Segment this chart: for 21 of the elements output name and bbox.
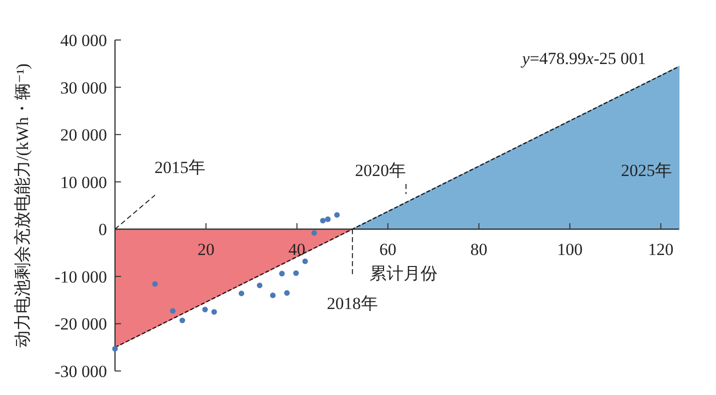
y-tick-label: 40 000 [60,31,107,50]
x-tick-label: 120 [648,240,674,260]
x-tick-label: 40 [288,240,306,260]
y-tick-label: 30 000 [60,78,107,98]
y-tick-label: -30 000 [54,362,107,381]
y-axis-title: 动力电池剩余充放电能力/(kWh・辆⁻¹) [13,63,32,348]
x-tick-label: 100 [557,240,583,260]
annotation: 2020年 [355,161,406,180]
annotation: 2015年 [154,158,206,178]
y-tick-label: 0 [98,220,107,240]
y-tick-label: -10 000 [54,267,107,286]
annotation: 2025年 [621,161,672,180]
y-tick-label: 20 000 [60,126,107,145]
x-axis-title: 累计月份 [370,264,438,284]
x-tick-label: 20 [197,240,214,260]
x-tick-label: 60 [379,240,396,260]
annotation: y=478.99x-25 001 [520,49,646,68]
y-tick-label: -20 000 [54,314,107,334]
x-tick-label: 80 [470,240,488,260]
annotation: 2018年 [326,294,378,314]
y-tick-label: 10 000 [60,172,107,192]
